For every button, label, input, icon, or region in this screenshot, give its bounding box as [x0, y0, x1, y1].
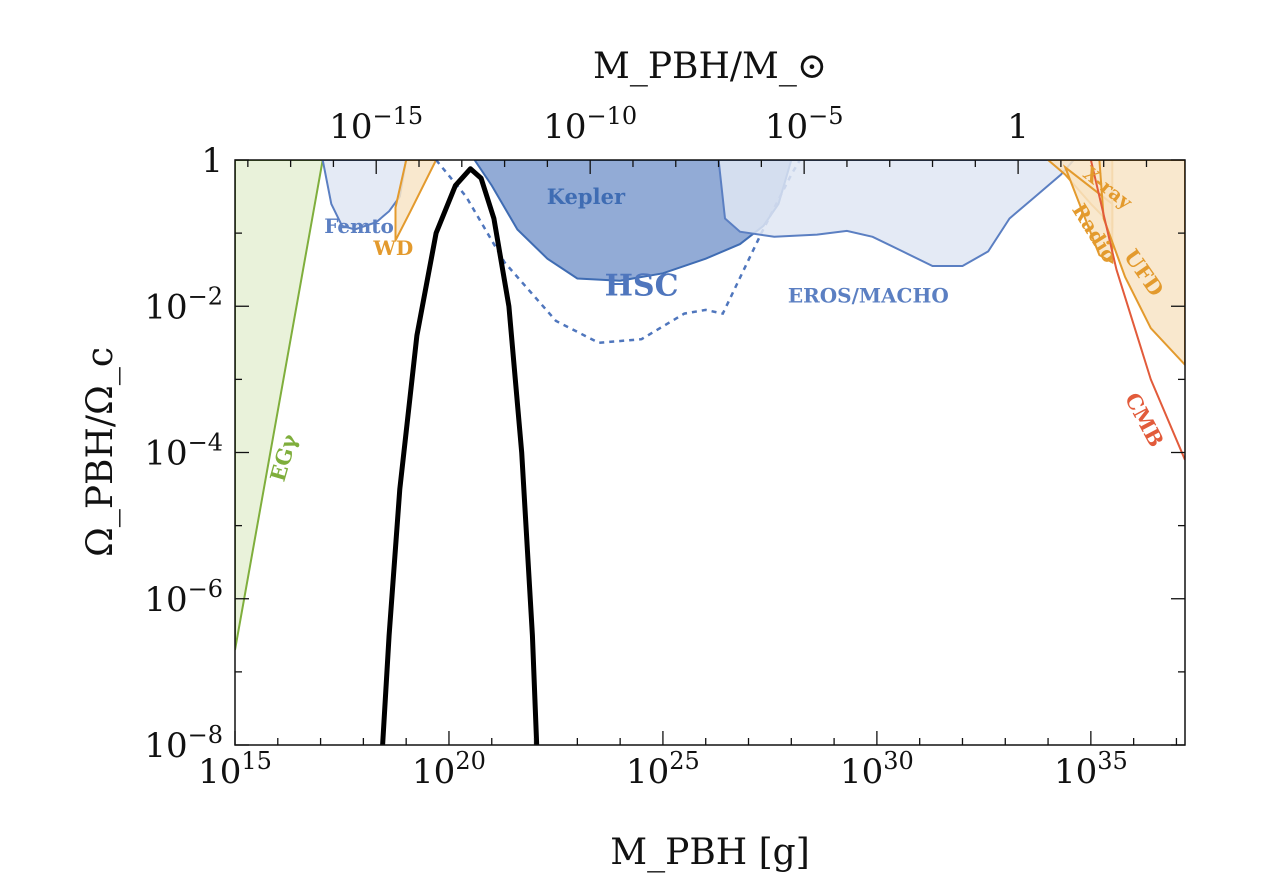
- label-eros-macho: EROS/MACHO: [788, 284, 949, 308]
- x-axis-title: M_PBH [g]: [610, 832, 810, 873]
- region-cmb: [1089, 160, 1185, 461]
- axis-ticks: 1015 1020 1025 1030 1035 10−15 10−10 10−5 1 1 10−2…: [144, 102, 1185, 792]
- y-tick-label: 10−4: [144, 429, 223, 474]
- label-wd: WD: [372, 236, 413, 260]
- label-cmb: CMB: [1120, 388, 1169, 451]
- x-tick-label: 1020: [412, 747, 486, 792]
- top-tick-label: 10−10: [543, 102, 637, 147]
- label-femto: Femto: [324, 214, 394, 238]
- y-tick-label: 10−2: [144, 282, 223, 327]
- x-tick-label: 1015: [198, 747, 272, 792]
- top-tick-label: 10−15: [329, 102, 423, 147]
- top-tick-label: 1: [1007, 107, 1029, 147]
- example-spectrum: [380, 166, 540, 745]
- x-tick-label: 1035: [1054, 747, 1128, 792]
- top-axis-title: M_PBH/M_⊙: [593, 46, 827, 87]
- y-tick-label: 1: [201, 141, 223, 181]
- y-axis-title: Ω_PBH/Ω_c: [80, 347, 121, 557]
- region-eros-macho: [717, 160, 1076, 267]
- label-hsc: HSC: [605, 268, 679, 303]
- label-kepler: Kepler: [547, 184, 626, 209]
- spectrum-curve: [380, 166, 540, 745]
- y-tick-label: 10−6: [144, 575, 223, 620]
- constraint-regions: [235, 160, 1185, 651]
- x-tick-label: 1030: [840, 747, 914, 792]
- region-wd: [394, 160, 438, 241]
- top-tick-label: 10−5: [765, 102, 844, 147]
- y-tick-label: 10−8: [144, 721, 223, 766]
- x-tick-label: 1025: [626, 747, 700, 792]
- region-radio: [1062, 164, 1114, 265]
- region-eg: [235, 160, 324, 651]
